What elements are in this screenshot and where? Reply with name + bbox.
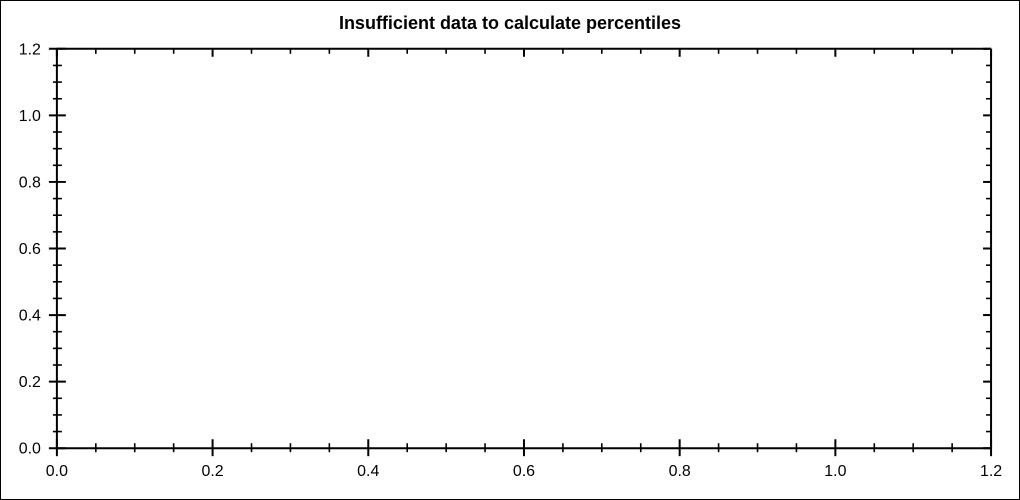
x-tick-label: 0.6 xyxy=(513,463,535,480)
y-tick-label: 0.0 xyxy=(19,441,41,458)
y-tick-label: 0.4 xyxy=(19,308,41,325)
x-tick-label: 1.0 xyxy=(824,463,846,480)
x-tick-label: 1.2 xyxy=(980,463,1002,480)
y-tick-label: 1.0 xyxy=(19,108,41,125)
x-tick-label: 0.2 xyxy=(201,463,223,480)
x-tick-label: 0.0 xyxy=(46,463,68,480)
y-tick-label: 1.2 xyxy=(19,41,41,58)
chart-title: Insufficient data to calculate percentil… xyxy=(338,13,682,33)
x-tick-label: 0.8 xyxy=(669,463,691,480)
y-tick-label: 0.2 xyxy=(19,374,41,391)
y-tick-label: 0.8 xyxy=(19,174,41,191)
y-tick-label: 0.6 xyxy=(19,241,41,258)
x-tick-label: 0.4 xyxy=(357,463,379,480)
